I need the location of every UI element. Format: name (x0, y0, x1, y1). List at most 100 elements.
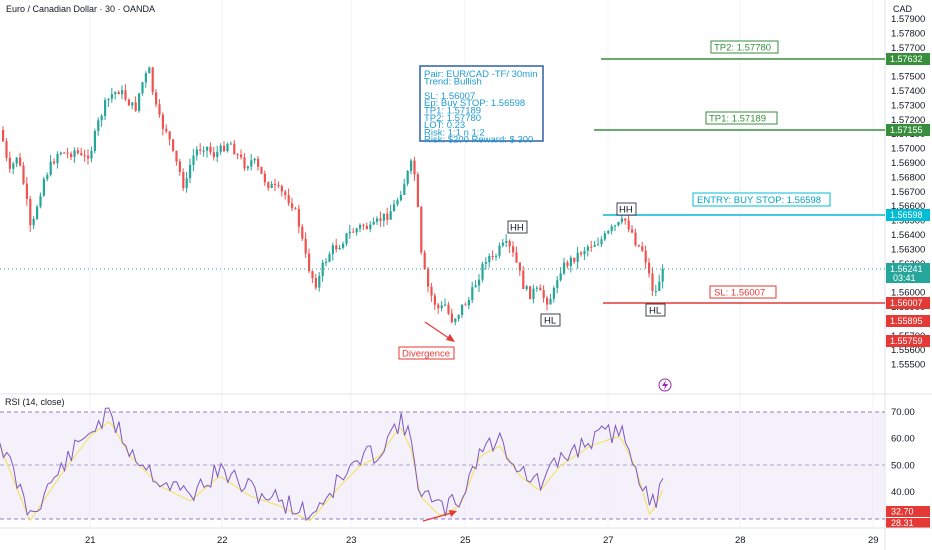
info-line: TP2: 1.57780 (424, 113, 481, 124)
candle-body (178, 161, 181, 173)
candle-body (141, 82, 144, 94)
candle-body (192, 155, 195, 165)
candle-body (131, 102, 134, 106)
lightning-glyph (662, 380, 668, 390)
rsi-tick: 50.00 (891, 460, 915, 471)
candle-body (529, 286, 532, 300)
rsi-title[interactable]: RSI (14, close) (5, 397, 65, 407)
candle-body (491, 255, 494, 257)
hl-tag-2 (645, 303, 666, 317)
rsi-divergence-head (449, 510, 457, 517)
candle-body (433, 295, 436, 305)
candle-body (161, 114, 164, 129)
low1-price-tag (886, 315, 930, 327)
rsi-tick: 40.00 (891, 487, 915, 498)
info-line: Risk: $200 Reward: $ 300 (424, 135, 533, 146)
candle-body (654, 290, 657, 292)
candle-body (80, 153, 83, 156)
candle-body (318, 276, 321, 288)
candle-body (110, 94, 113, 99)
candle-body (36, 206, 39, 219)
candle-body (49, 161, 52, 175)
candle-body (352, 231, 355, 233)
candle-body (607, 231, 610, 234)
time-tick: 23 (346, 535, 357, 546)
candle-body (209, 146, 212, 153)
time-axis[interactable]: 21 22 23 25 27 28 29 (85, 535, 879, 546)
candle-body (362, 224, 365, 226)
candle-body (246, 166, 249, 169)
candle-body (284, 191, 287, 196)
low2-price-tag (886, 335, 930, 347)
tp1-label: TP1: 1.57189 (709, 114, 766, 125)
candle-body (512, 246, 515, 253)
price-tick: 1.56900 (891, 158, 925, 169)
time-tick: 21 (85, 535, 96, 546)
candle-body (253, 158, 256, 161)
low1-price-tag-text: 1.55895 (890, 316, 923, 326)
candle-body (559, 273, 562, 281)
candle-body (56, 154, 59, 164)
price-tick: 1.56600 (891, 201, 925, 212)
candle-body (311, 271, 314, 279)
candle-body (413, 160, 416, 175)
time-tick: 28 (735, 535, 746, 546)
candle-body (12, 163, 15, 169)
candle-body (19, 157, 22, 166)
candle-body (614, 225, 617, 227)
candle-body (597, 244, 600, 246)
rsi-ma-text: 28.31 (891, 518, 914, 528)
currency-label[interactable]: CAD (893, 4, 913, 14)
rsi-tick: 60.00 (891, 434, 915, 445)
tp2-label-box (710, 40, 779, 54)
candle-body (454, 318, 457, 323)
candle-body (518, 262, 521, 271)
candle-body (617, 222, 620, 226)
hh-tag-2 (616, 202, 637, 216)
candle-body (212, 152, 215, 158)
candle-body (97, 120, 100, 131)
candle-body (379, 218, 382, 221)
candle-body (257, 158, 260, 167)
candle-body (369, 224, 372, 229)
candle-body (461, 304, 464, 315)
candle-body (471, 287, 474, 301)
candle-body (586, 246, 589, 251)
entry-label: ENTRY: BUY STOP: 1.56598 (697, 195, 821, 206)
candle-body (42, 178, 45, 196)
candle-body (287, 195, 290, 204)
candle-body (508, 241, 511, 247)
price-tick: 1.57300 (891, 100, 925, 111)
candle-body (134, 102, 137, 111)
candle-body (199, 149, 202, 151)
candle-body (474, 285, 477, 288)
price-tick: 1.56000 (891, 288, 925, 299)
candle-body (416, 174, 419, 207)
candle-body (573, 257, 576, 262)
candle-body (546, 297, 549, 305)
candle-body (25, 183, 28, 200)
candle-body (29, 199, 32, 226)
candle-body (22, 165, 25, 184)
candle-body (610, 226, 613, 232)
candle-body (478, 279, 481, 286)
candle-body (76, 150, 79, 154)
candle-body (348, 231, 351, 234)
price-tick: 1.57900 (891, 14, 925, 25)
candle-body (658, 281, 661, 291)
tp1-price-tag (886, 124, 930, 136)
candle-body (396, 200, 399, 205)
candle-body (467, 300, 470, 306)
trade-info-box[interactable] (419, 65, 544, 142)
candle-body (117, 92, 120, 95)
info-line: Trend: Bullish (424, 76, 482, 87)
rsi-ma-tag (886, 518, 930, 528)
candle-body (267, 182, 270, 189)
price-tick: 1.56700 (891, 187, 925, 198)
candle-body (600, 239, 603, 245)
symbol-title[interactable]: Euro / Canadian Dollar · 30 · OANDA (6, 4, 155, 14)
info-line: Risk: 1:1 n 1:2 (424, 127, 485, 138)
candle-body (175, 150, 178, 162)
price-tick: 1.56400 (891, 230, 925, 241)
